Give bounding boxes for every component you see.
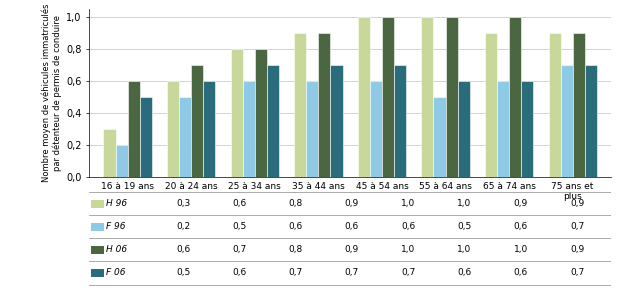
Text: 0,5: 0,5 xyxy=(233,222,247,231)
Bar xyxy=(485,33,497,177)
Text: 0,5: 0,5 xyxy=(457,222,471,231)
Text: H 96: H 96 xyxy=(106,199,127,208)
Bar xyxy=(128,81,139,177)
Bar xyxy=(179,97,191,177)
Text: 0,9: 0,9 xyxy=(345,199,359,208)
Text: 0,8: 0,8 xyxy=(289,199,303,208)
Bar xyxy=(521,81,533,177)
Text: 0,9: 0,9 xyxy=(345,246,359,254)
Bar xyxy=(561,65,573,177)
Bar xyxy=(231,49,242,177)
Text: 1,0: 1,0 xyxy=(401,199,415,208)
Text: 0,7: 0,7 xyxy=(233,246,247,254)
Text: 0,6: 0,6 xyxy=(176,246,190,254)
Text: 0,6: 0,6 xyxy=(457,268,471,278)
Bar xyxy=(421,17,433,177)
Text: 0,7: 0,7 xyxy=(570,222,584,231)
Text: F 06: F 06 xyxy=(106,268,126,278)
Bar xyxy=(573,33,585,177)
Text: 0,6: 0,6 xyxy=(233,268,247,278)
Text: 0,7: 0,7 xyxy=(345,268,359,278)
Text: 0,6: 0,6 xyxy=(514,222,528,231)
Text: 1,0: 1,0 xyxy=(457,246,471,254)
Text: 0,2: 0,2 xyxy=(176,222,190,231)
Bar xyxy=(191,65,203,177)
Bar xyxy=(306,81,318,177)
Bar xyxy=(445,17,458,177)
Bar xyxy=(331,65,342,177)
Text: 0,9: 0,9 xyxy=(570,199,584,208)
Text: 1,0: 1,0 xyxy=(514,246,528,254)
Bar xyxy=(382,17,394,177)
Text: 0,8: 0,8 xyxy=(289,246,303,254)
Bar xyxy=(394,65,406,177)
Y-axis label: Nombre moyen de véhicules immatriculés
par détenteur de permis de conduire: Nombre moyen de véhicules immatriculés p… xyxy=(42,4,62,182)
Bar xyxy=(585,65,597,177)
Text: 0,9: 0,9 xyxy=(570,246,584,254)
Text: 0,6: 0,6 xyxy=(514,268,528,278)
Text: 1,0: 1,0 xyxy=(457,199,471,208)
Bar xyxy=(458,81,470,177)
Bar xyxy=(358,17,370,177)
Text: 0,3: 0,3 xyxy=(176,199,190,208)
Bar xyxy=(267,65,279,177)
Bar xyxy=(242,81,255,177)
Text: 0,7: 0,7 xyxy=(289,268,303,278)
Text: F 96: F 96 xyxy=(106,222,126,231)
Bar xyxy=(91,200,104,208)
Text: 1,0: 1,0 xyxy=(401,246,415,254)
Text: 0,7: 0,7 xyxy=(401,268,415,278)
Bar xyxy=(255,49,267,177)
Text: 0,6: 0,6 xyxy=(289,222,303,231)
Bar xyxy=(294,33,306,177)
Text: 0,6: 0,6 xyxy=(345,222,359,231)
Text: H 06: H 06 xyxy=(106,246,127,254)
Bar xyxy=(115,145,128,177)
Bar xyxy=(370,81,382,177)
Text: 0,9: 0,9 xyxy=(514,199,528,208)
Bar xyxy=(91,223,104,231)
Text: 0,7: 0,7 xyxy=(570,268,584,278)
Bar xyxy=(139,97,152,177)
Bar xyxy=(509,17,521,177)
Bar xyxy=(497,81,509,177)
Bar xyxy=(91,269,104,277)
Text: 0,6: 0,6 xyxy=(233,199,247,208)
Text: 0,6: 0,6 xyxy=(401,222,415,231)
Bar xyxy=(549,33,561,177)
Bar xyxy=(433,97,445,177)
Bar xyxy=(104,129,115,177)
Bar xyxy=(318,33,331,177)
Bar xyxy=(167,81,179,177)
Bar xyxy=(91,246,104,254)
Bar xyxy=(203,81,215,177)
Text: 0,5: 0,5 xyxy=(176,268,190,278)
